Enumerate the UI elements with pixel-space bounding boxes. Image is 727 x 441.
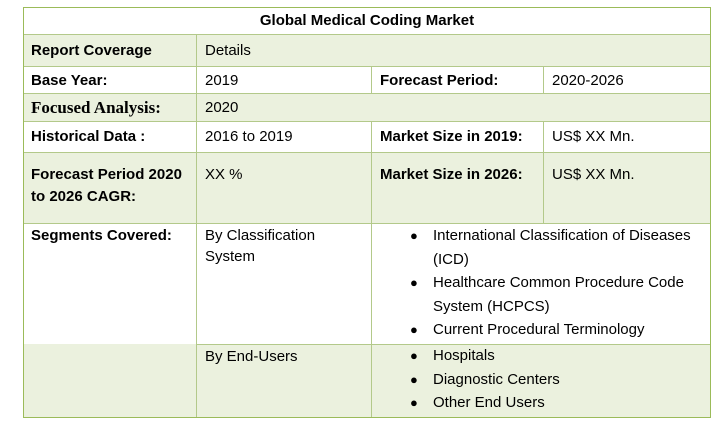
bullet-icon: ● xyxy=(410,228,418,243)
cagr-label: Forecast Period 2020 to 2026 CAGR: xyxy=(31,166,182,205)
bullet-icon: ● xyxy=(410,322,418,337)
row-bg-focused xyxy=(23,93,711,121)
segment-group-name: By End-Users xyxy=(205,348,298,365)
row-bg-coverage xyxy=(23,34,711,66)
cagr-value: XX % xyxy=(205,166,243,183)
historical-data-value: 2016 to 2019 xyxy=(205,128,293,145)
list-item: ● International Classification of Disease… xyxy=(372,224,711,271)
table-title: Global Medical Coding Market xyxy=(259,12,475,29)
list-item: ● Current Procedural Terminology xyxy=(372,318,711,342)
coverage-value: Details xyxy=(205,42,251,59)
market-report-table: Global Medical Coding Market Report Cove… xyxy=(23,7,711,418)
bullet-icon: ● xyxy=(410,275,418,290)
segment-items-list: ● International Classification of Disease… xyxy=(372,224,711,342)
market-size-2019-label: Market Size in 2019: xyxy=(380,128,523,145)
list-item: ● Diagnostic Centers xyxy=(372,368,711,392)
list-item: ● Other End Users xyxy=(372,391,711,415)
bullet-icon: ● xyxy=(410,371,418,387)
base-year-label: Base Year: xyxy=(31,72,108,89)
bullet-icon: ● xyxy=(410,348,418,363)
base-year-value: 2019 xyxy=(205,72,239,89)
list-item: ● Healthcare Common Procedure Code System… xyxy=(372,271,711,318)
segment-items-list: ● Hospitals ● Diagnostic Centers ● Other En… xyxy=(372,344,711,415)
segment-group-name: By Classification System xyxy=(205,227,316,265)
market-size-2019-value: US$ XX Mn. xyxy=(552,128,635,145)
row-bg-end-users xyxy=(23,344,711,418)
segments-label: Segments Covered: xyxy=(31,227,172,244)
market-size-2026-label: Market Size in 2026: xyxy=(380,166,523,183)
focused-analysis-label: Focused Analysis: xyxy=(31,98,161,117)
focused-analysis-value: 2020 xyxy=(205,99,239,116)
table-border xyxy=(23,7,711,418)
historical-data-label: Historical Data : xyxy=(31,128,146,145)
list-item: ● Hospitals xyxy=(372,344,711,368)
market-size-2026-value: US$ XX Mn. xyxy=(552,166,635,183)
bullet-icon: ● xyxy=(410,395,418,410)
forecast-period-label: Forecast Period: xyxy=(380,72,499,89)
forecast-period-value: 2020-2026 xyxy=(552,72,624,89)
row-bg-cagr xyxy=(23,152,711,223)
coverage-label: Report Coverage xyxy=(31,42,152,59)
